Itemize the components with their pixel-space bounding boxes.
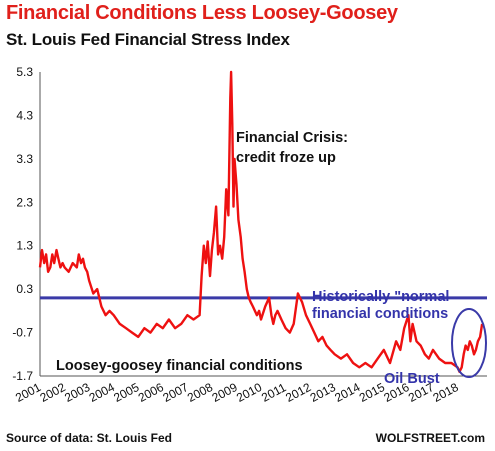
highlight-circle (451, 308, 487, 378)
annotation-loosey-goosey: Loosey-goosey financial conditions (56, 358, 303, 374)
y-tick-label: 2.3 (16, 195, 33, 209)
y-tick-label: 4.3 (16, 108, 33, 122)
source-note: Source of data: St. Louis Fed (6, 431, 173, 445)
annotation-normal-line1: Historically "normal (312, 289, 449, 305)
y-tick-label: 1.3 (16, 239, 33, 253)
annotation-oil-bust: Oil Bust (384, 371, 440, 387)
chart-subtitle: St. Louis Fed Financial Stress Index (6, 30, 290, 49)
y-tick-label: 0.3 (16, 282, 33, 296)
y-tick-label: 3.3 (16, 152, 33, 166)
credit-note: WOLFSTREET.com (375, 431, 485, 445)
chart-title: Financial Conditions Less Loosey-Goosey (6, 2, 398, 24)
y-tick-label: -1.7 (12, 369, 33, 383)
y-tick-labels: 5.3 4.3 3.3 2.3 1.3 0.3 -0.7 -1.7 (12, 65, 33, 383)
annotation-normal-line2: financial conditions (312, 306, 448, 322)
annotation-crisis-line1: Financial Crisis: (236, 130, 348, 146)
y-tick-label: -0.7 (12, 326, 33, 340)
series-line-stress-index (38, 70, 484, 373)
annotation-crisis-line2: credit froze up (236, 150, 336, 166)
y-tick-label: 5.3 (16, 65, 33, 79)
